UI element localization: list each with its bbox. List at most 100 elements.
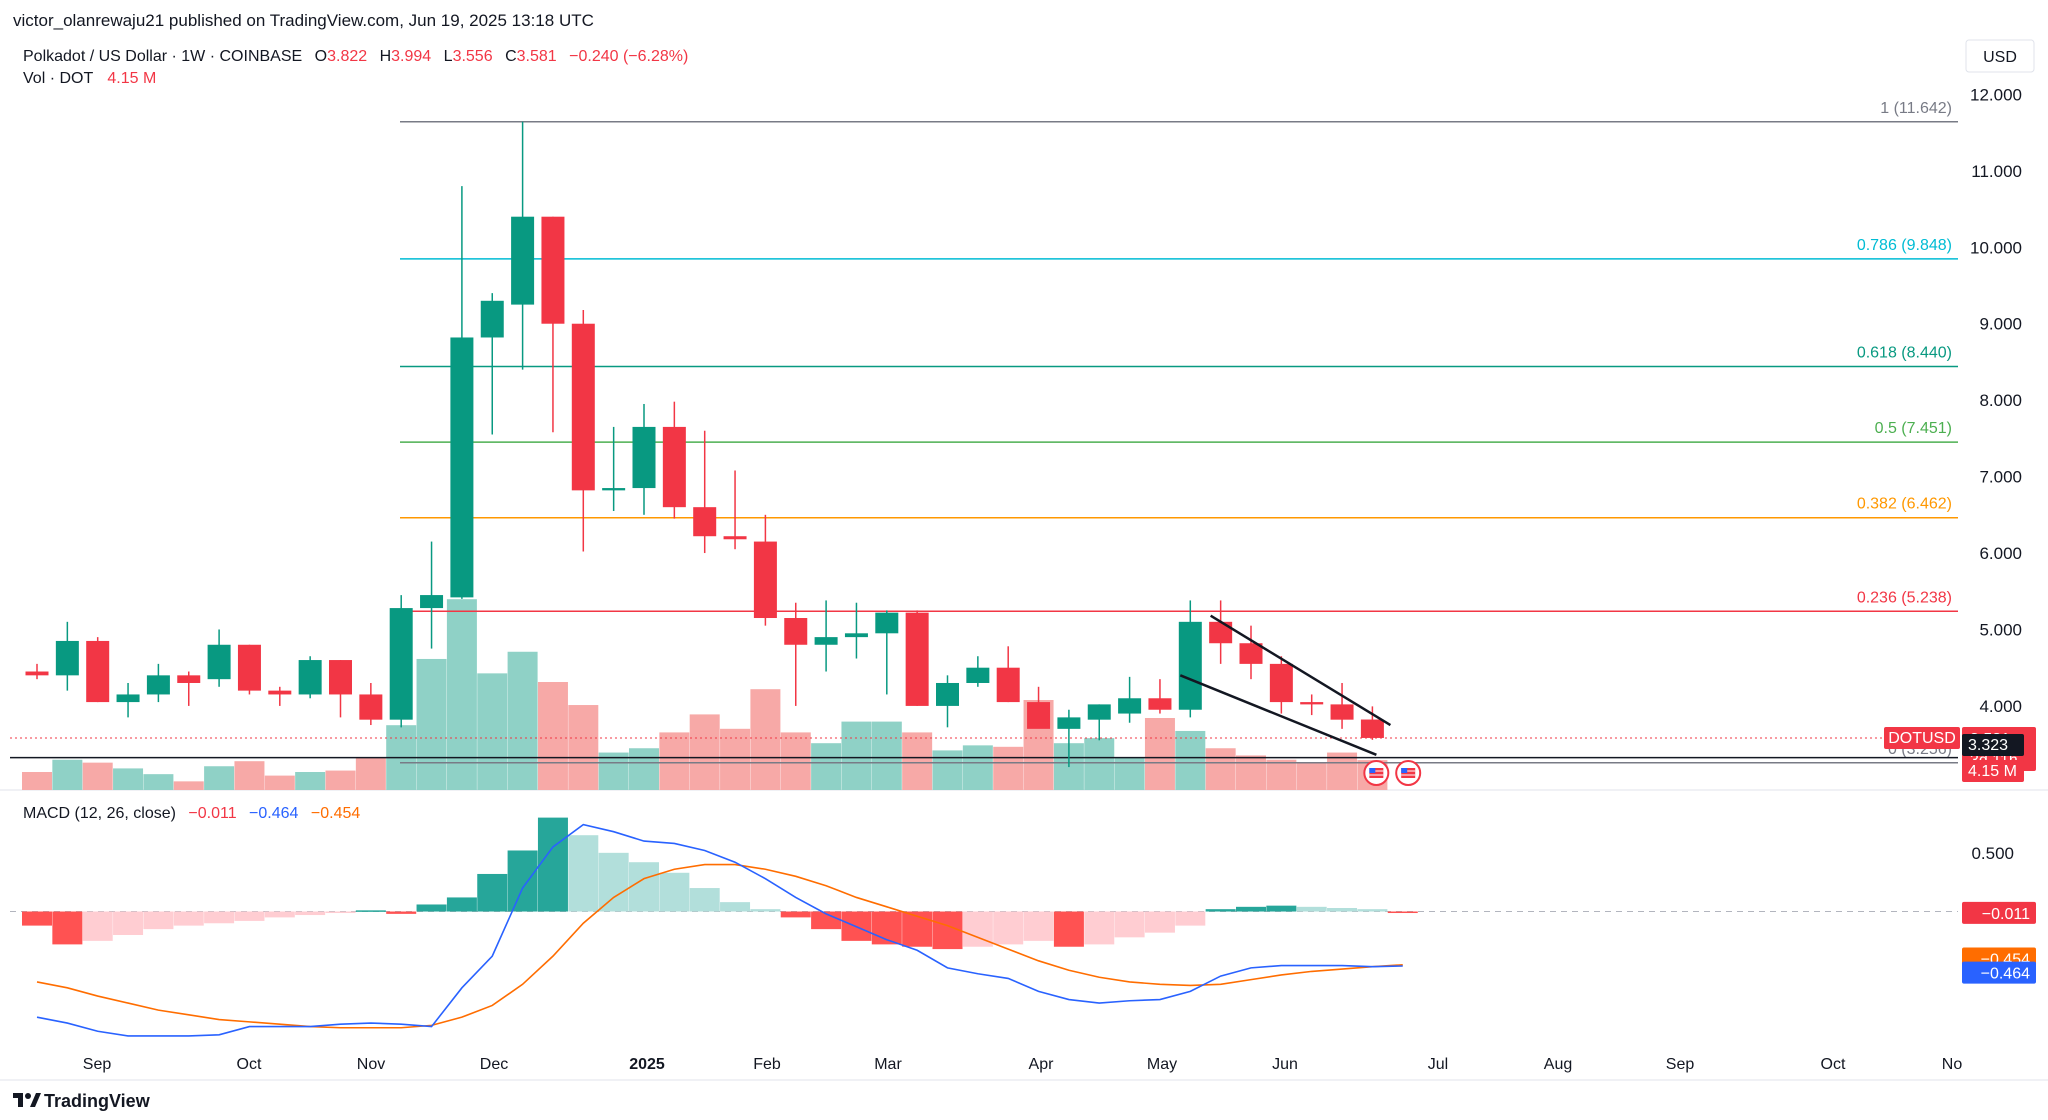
price-tick-label: 8.000 (1979, 391, 2022, 410)
time-tick-label: Aug (1544, 1056, 1572, 1073)
candle-body (298, 660, 322, 695)
ohlc-legend: Polkadot / US Dollar · 1W · COINBASE O3.… (23, 48, 688, 65)
macd-pane: 0.500−0.011−0.454−0.464 (10, 817, 2036, 1037)
volume-bar (1296, 762, 1327, 790)
candle-body (1360, 719, 1384, 738)
time-axis[interactable]: Sep Oct Nov Dec 2025 Feb Mar Apr May Jun Jul Aug Sep… (83, 1056, 1963, 1073)
macd-hist-bar (143, 911, 174, 930)
candle-body (329, 660, 352, 695)
macd-hist-bar (1205, 909, 1236, 912)
volume-bar (962, 745, 993, 790)
price-axis[interactable]: 4.000 5.000 6.000 7.000 8.000 9.000 10.000 11.0… (1884, 85, 2036, 782)
open-label: O (315, 48, 327, 65)
time-tick-label: Oct (237, 1056, 262, 1073)
price-tick-label: 6.000 (1979, 544, 2022, 563)
macd-hist-bar (295, 911, 326, 916)
macd-hist-bar (234, 911, 265, 921)
candle-body (571, 323, 595, 491)
candle-body (389, 608, 413, 720)
candle-body (936, 682, 959, 706)
time-tick-label: Jun (1272, 1056, 1298, 1073)
time-tick-label: Nov (357, 1056, 385, 1073)
currency-button[interactable] (1965, 39, 2035, 73)
volume-bar (82, 762, 113, 790)
macd-legend-signal: −0.454 (311, 805, 360, 822)
volume-bar (841, 721, 872, 790)
volume-bar (264, 775, 295, 790)
volume-bar (902, 732, 933, 790)
macd-hist-bar (204, 911, 235, 924)
time-tick-label: 2025 (629, 1056, 665, 1073)
macd-hist-bar (1357, 909, 1388, 912)
price-tick-label: 11.000 (1971, 162, 2022, 181)
candle-body (359, 694, 383, 720)
macd-hist-badge-bg (1962, 901, 2036, 924)
volume-bar (1236, 755, 1266, 790)
macd-hist-bar (1296, 906, 1327, 912)
time-tick-label: Sep (83, 1056, 112, 1073)
macd-hist-bar (689, 888, 720, 912)
macd-hist-bar (598, 852, 629, 912)
candle-body (541, 216, 565, 324)
macd-hist-bar (537, 817, 568, 912)
wedge-upper-line (1210, 614, 1392, 727)
volume-bar (720, 728, 751, 790)
macd-hist-bar (1266, 905, 1297, 912)
price-tick-label: 9.000 (1979, 315, 2022, 334)
volume-bar (234, 761, 265, 790)
signal-line (36, 863, 1403, 1029)
macd-hist-bar (750, 909, 781, 912)
candle-body (875, 612, 899, 634)
volume-bar (173, 781, 204, 790)
candle-body (723, 536, 747, 540)
macd-hist-bar (113, 911, 144, 935)
macd-hist-bar (902, 911, 933, 947)
macd-hist-bar (1084, 911, 1115, 945)
candle-body (1057, 717, 1081, 729)
tradingview-logo: TradingView (13, 1091, 151, 1111)
published-caption: victor_olanrewaju21 published on Trading… (13, 11, 594, 30)
candle-body (86, 640, 110, 703)
candle-body (1269, 663, 1293, 703)
macd-hist-bar (22, 911, 52, 926)
volume-bar (993, 746, 1024, 790)
candle-body (693, 507, 717, 537)
time-tick-label: Feb (753, 1056, 781, 1073)
us-flag-icon (1395, 760, 1422, 786)
low-label: L (444, 48, 453, 65)
volume-bar (477, 673, 508, 790)
macd-hist-bar (568, 835, 599, 912)
candle-body (1148, 698, 1172, 710)
us-flag-icon-field (1401, 768, 1416, 778)
volume-legend: Vol · DOT 4.15 M (23, 70, 156, 87)
us-flag-icon-canton (1369, 768, 1376, 773)
volume-bar (325, 770, 356, 790)
candle-body (55, 640, 79, 676)
volume-bar (1084, 738, 1115, 790)
volume-bar (932, 750, 963, 790)
volume-bar (1205, 748, 1236, 790)
tradingview-logo-text: TradingView (44, 1091, 151, 1111)
macd-hist-bar (446, 897, 477, 912)
time-tick-label: Apr (1029, 1056, 1055, 1073)
candle-body (420, 595, 444, 609)
candle-body (662, 426, 686, 508)
macd-hist-bar (1175, 911, 1206, 926)
time-tick-label: No (1942, 1056, 1963, 1073)
macd-hist-bar (1023, 911, 1054, 941)
macd-hist-bar (416, 904, 447, 912)
candle-body (753, 541, 777, 619)
volume-bar (52, 759, 83, 790)
us-flag-icon (1363, 760, 1390, 786)
volume-bar (1175, 730, 1206, 790)
candle-body (268, 690, 292, 695)
volume-bar (871, 721, 902, 790)
candle-body (237, 644, 261, 691)
volume-bar (143, 774, 174, 790)
price-tick-label: 4.000 (1979, 697, 2022, 716)
high-label: H (380, 48, 392, 65)
volume-badge: 4.15 M (1968, 763, 2017, 780)
tradingview-logo-dot (25, 1093, 31, 1099)
macd-badge: −0.464 (1981, 966, 2030, 983)
candles (25, 121, 1384, 768)
